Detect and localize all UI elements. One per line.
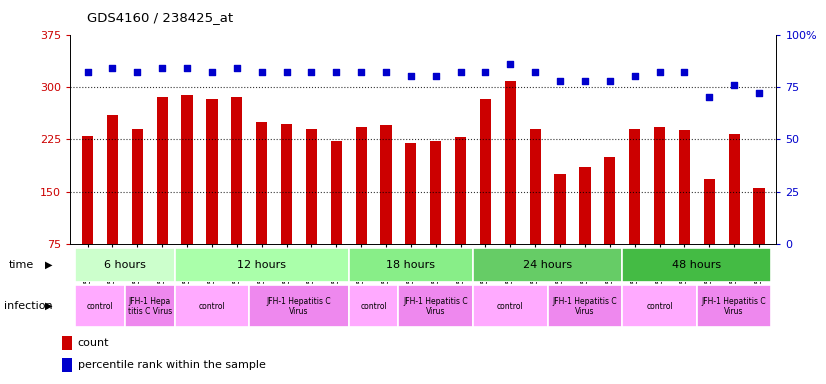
Point	[628, 73, 641, 79]
Point	[305, 69, 318, 75]
Bar	[505, 81, 516, 244]
Text: JFH-1 Hepatitis C
Virus: JFH-1 Hepatitis C Virus	[553, 296, 617, 316]
Point	[280, 69, 293, 75]
Point	[106, 65, 119, 71]
Point	[230, 65, 244, 71]
Point	[404, 73, 417, 79]
Text: time: time	[8, 260, 34, 270]
Point	[603, 78, 616, 84]
Bar	[75, 248, 174, 281]
Bar	[349, 285, 398, 328]
Bar	[605, 157, 615, 244]
Bar	[480, 99, 491, 244]
Bar	[548, 285, 622, 328]
Bar	[430, 141, 441, 244]
Bar	[355, 127, 367, 244]
Bar	[306, 129, 317, 244]
Bar	[256, 122, 268, 244]
Text: JFH-1 Hepatitis C
Virus: JFH-1 Hepatitis C Virus	[267, 296, 331, 316]
Bar	[753, 188, 765, 244]
Bar	[231, 98, 242, 244]
Text: ▶: ▶	[45, 260, 53, 270]
Bar	[679, 130, 690, 244]
Bar	[75, 285, 125, 328]
Text: JFH-1 Hepa
titis C Virus: JFH-1 Hepa titis C Virus	[128, 296, 172, 316]
Point	[354, 69, 368, 75]
Point	[379, 69, 392, 75]
Point	[180, 65, 193, 71]
Point	[454, 69, 468, 75]
Point	[155, 65, 169, 71]
Bar	[622, 285, 697, 328]
Bar	[455, 137, 466, 244]
Bar	[249, 285, 349, 328]
Text: JFH-1 Hepatitis C
Virus: JFH-1 Hepatitis C Virus	[702, 296, 767, 316]
Text: 48 hours: 48 hours	[672, 260, 721, 270]
Bar	[174, 285, 249, 328]
Bar	[729, 134, 740, 244]
Text: ▶: ▶	[45, 301, 53, 311]
Text: 6 hours: 6 hours	[104, 260, 146, 270]
Bar	[579, 167, 591, 244]
Point	[81, 69, 94, 75]
Bar	[554, 174, 566, 244]
Bar	[330, 141, 342, 244]
Text: percentile rank within the sample: percentile rank within the sample	[78, 360, 265, 370]
Bar	[629, 129, 640, 244]
Bar	[398, 285, 473, 328]
Bar	[62, 358, 73, 372]
Point	[529, 69, 542, 75]
Text: 24 hours: 24 hours	[523, 260, 572, 270]
Bar	[349, 248, 473, 281]
Point	[752, 90, 766, 96]
Point	[553, 78, 567, 84]
Point	[255, 69, 268, 75]
Text: JFH-1 Hepatitis C
Virus: JFH-1 Hepatitis C Virus	[403, 296, 468, 316]
Bar	[473, 248, 622, 281]
Point	[703, 94, 716, 101]
Point	[653, 69, 667, 75]
Bar	[281, 124, 292, 244]
Bar	[406, 143, 416, 244]
Text: control: control	[87, 302, 113, 311]
Point	[728, 82, 741, 88]
Text: count: count	[78, 338, 109, 348]
Bar	[132, 129, 143, 244]
Bar	[206, 99, 217, 244]
Bar	[622, 248, 771, 281]
Text: infection: infection	[4, 301, 53, 311]
Point	[330, 69, 343, 75]
Point	[578, 78, 591, 84]
Bar	[107, 115, 118, 244]
Text: control: control	[646, 302, 673, 311]
Bar	[529, 129, 541, 244]
Bar	[697, 285, 771, 328]
Point	[430, 73, 443, 79]
Text: control: control	[198, 302, 225, 311]
Bar	[62, 336, 73, 349]
Bar	[82, 136, 93, 244]
Point	[504, 61, 517, 67]
Bar	[654, 127, 665, 244]
Text: control: control	[497, 302, 524, 311]
Bar	[473, 285, 548, 328]
Text: 18 hours: 18 hours	[387, 260, 435, 270]
Bar	[157, 98, 168, 244]
Text: GDS4160 / 238425_at: GDS4160 / 238425_at	[87, 12, 233, 25]
Bar	[381, 125, 392, 244]
Point	[131, 69, 144, 75]
Bar	[125, 285, 174, 328]
Text: 12 hours: 12 hours	[237, 260, 286, 270]
Point	[678, 69, 691, 75]
Point	[206, 69, 219, 75]
Bar	[182, 95, 192, 244]
Point	[479, 69, 492, 75]
Bar	[174, 248, 349, 281]
Bar	[704, 179, 714, 244]
Text: control: control	[360, 302, 387, 311]
